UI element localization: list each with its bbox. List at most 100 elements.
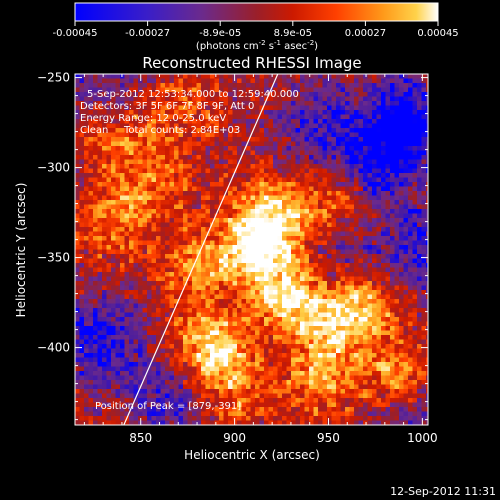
heatmap-cell	[390, 303, 395, 309]
heatmap-cell	[408, 213, 413, 219]
heatmap-cell	[304, 168, 310, 174]
heatmap-cell	[97, 240, 103, 246]
heatmap-cell	[417, 182, 422, 187]
heatmap-cell	[178, 317, 184, 322]
heatmap-cell	[205, 258, 211, 264]
heatmap-cell	[237, 263, 242, 268]
heatmap-cell	[106, 267, 112, 273]
heatmap-cell	[291, 155, 296, 160]
heatmap-cell	[142, 200, 148, 205]
heatmap-cell	[322, 87, 328, 93]
heatmap-cell	[228, 150, 233, 156]
heatmap-cell	[102, 110, 107, 115]
heatmap-cell	[102, 231, 107, 237]
heatmap-cell	[223, 114, 229, 120]
heatmap-cell	[165, 267, 170, 273]
heatmap-cell	[151, 263, 157, 268]
heatmap-cell	[219, 132, 224, 138]
heatmap-cell	[237, 276, 242, 282]
heatmap-cell	[115, 200, 121, 205]
heatmap-cell	[282, 137, 287, 142]
heatmap-cell	[169, 128, 175, 133]
heatmap-cell	[300, 227, 305, 232]
heatmap-cell	[376, 285, 382, 291]
heatmap-cell	[349, 213, 355, 219]
heatmap-cell	[205, 132, 211, 138]
heatmap-cell	[223, 245, 229, 250]
heatmap-cell	[196, 200, 202, 205]
heatmap-cell	[124, 335, 130, 340]
heatmap-cell	[201, 222, 206, 228]
heatmap-cell	[102, 353, 107, 358]
heatmap-cell	[408, 128, 413, 133]
heatmap-cell	[165, 326, 170, 331]
heatmap-cell	[412, 267, 418, 273]
heatmap-cell	[102, 245, 107, 250]
heatmap-cell	[174, 335, 179, 340]
heatmap-cell	[241, 132, 247, 138]
heatmap-cell	[228, 101, 233, 106]
heatmap-cell	[133, 191, 139, 196]
heatmap-cell	[331, 96, 337, 102]
heatmap-cell	[286, 227, 292, 232]
heatmap-cell	[88, 114, 94, 120]
heatmap-cell	[318, 326, 323, 331]
heatmap-cell	[93, 240, 98, 246]
heatmap-cell	[174, 227, 179, 232]
heatmap-cell	[142, 132, 148, 138]
heatmap-cell	[228, 159, 233, 165]
heatmap-cell	[250, 150, 256, 156]
heatmap-cell	[336, 294, 341, 300]
heatmap-cell	[106, 141, 112, 147]
heatmap-cell	[187, 348, 193, 354]
heatmap-cell	[246, 321, 251, 327]
heatmap-cell	[345, 200, 350, 205]
heatmap-cell	[156, 159, 161, 165]
heatmap-cell	[426, 236, 428, 241]
heatmap-cell	[174, 263, 179, 268]
heatmap-cell	[178, 114, 184, 120]
heatmap-cell	[106, 330, 112, 336]
heatmap-cell	[151, 281, 157, 286]
heatmap-cell	[75, 119, 80, 124]
heatmap-cell	[417, 146, 422, 151]
heatmap-cell	[147, 330, 152, 336]
heatmap-cell	[246, 344, 251, 349]
heatmap-cell	[246, 294, 251, 300]
heatmap-cell	[138, 204, 143, 210]
heatmap-cell	[210, 186, 215, 192]
heatmap-cell	[174, 177, 179, 183]
heatmap-cell	[399, 335, 404, 340]
heatmap-cell	[223, 290, 229, 295]
heatmap-cell	[372, 249, 377, 255]
heatmap-cell	[250, 186, 256, 192]
heatmap-cell	[124, 258, 130, 264]
heatmap-cell	[313, 164, 319, 169]
heatmap-cell	[304, 164, 310, 169]
heatmap-cell	[210, 227, 215, 232]
heatmap-cell	[174, 83, 179, 88]
heatmap-cell	[363, 209, 368, 214]
heatmap-cell	[340, 213, 346, 219]
heatmap-cell	[160, 132, 166, 138]
heatmap-cell	[277, 173, 283, 178]
heatmap-cell	[178, 96, 184, 102]
heatmap-cell	[75, 249, 80, 255]
heatmap-cell	[142, 87, 148, 93]
heatmap-cell	[372, 114, 377, 120]
heatmap-cell	[237, 227, 242, 232]
heatmap-cell	[111, 209, 116, 214]
heatmap-cell	[426, 155, 428, 160]
heatmap-cell	[219, 191, 224, 196]
heatmap-cell	[300, 92, 305, 97]
heatmap-cell	[228, 132, 233, 138]
heatmap-cell	[210, 344, 215, 349]
heatmap-cell	[381, 119, 386, 124]
heatmap-cell	[241, 204, 247, 210]
heatmap-cell	[219, 164, 224, 169]
heatmap-cell	[300, 105, 305, 111]
heatmap-cell	[196, 83, 202, 88]
heatmap-cell	[165, 344, 170, 349]
heatmap-cell	[241, 128, 247, 133]
heatmap-cell	[192, 128, 197, 133]
